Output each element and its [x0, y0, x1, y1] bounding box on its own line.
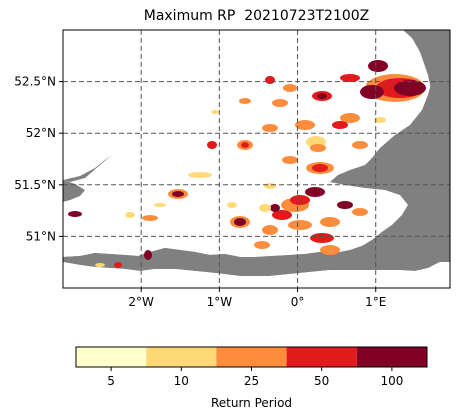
precipitation-cells	[68, 60, 426, 268]
rp-cell	[310, 233, 334, 243]
colorbar-tick-label: 50	[314, 374, 329, 388]
rp-cell	[265, 76, 275, 84]
rp-cell	[352, 141, 368, 149]
rp-cell	[272, 99, 288, 107]
rp-cell	[290, 195, 310, 205]
rp-cell	[254, 241, 270, 249]
rp-cell	[239, 98, 251, 104]
colorbar: 5 10 25 50 100 Return Period	[75, 346, 428, 410]
lat-tick-label: 51.5°N	[14, 178, 56, 192]
rp-cell	[288, 220, 312, 230]
map-title: Maximum RP 20210723T2100Z	[143, 8, 370, 24]
sea-west-estuary	[63, 180, 85, 202]
rp-cell	[340, 113, 360, 123]
lon-tick-label: 1°E	[365, 295, 386, 309]
rp-cell	[241, 142, 249, 148]
colorbar-tick-label: 5	[107, 374, 115, 388]
rp-cell	[340, 74, 360, 82]
colorbar-frame	[75, 346, 428, 368]
rp-cell	[188, 172, 212, 178]
gridlines	[63, 30, 450, 288]
rp-cell	[154, 203, 166, 207]
rp-cell	[374, 117, 386, 123]
rp-cell	[207, 141, 217, 149]
colorbar-swatch	[286, 347, 357, 367]
sea-far-east	[405, 195, 450, 240]
rp-cell	[295, 120, 315, 130]
rp-cell	[283, 84, 297, 92]
rp-cell	[352, 208, 368, 216]
rp-cell	[144, 250, 152, 260]
lat-tick-label: 52.5°N	[14, 75, 56, 89]
sea-east	[404, 30, 450, 112]
rp-cell	[305, 187, 325, 197]
map-frame	[62, 29, 451, 289]
rp-cell	[282, 156, 298, 164]
latitude-axis: 52.5°N 52°N 51.5°N 51°N	[14, 75, 63, 243]
rp-cell	[310, 144, 326, 152]
rp-cell	[394, 80, 426, 96]
lon-tick-label: 2°W	[128, 295, 154, 309]
rp-cell	[368, 60, 388, 72]
land-mass-south	[63, 205, 450, 276]
lon-tick-label: 1°W	[207, 295, 233, 309]
lat-tick-label: 52°N	[26, 126, 56, 140]
rp-cell	[172, 191, 184, 197]
rp-cell	[227, 202, 237, 208]
rp-cell	[142, 215, 158, 221]
colorbar-swatch	[76, 347, 147, 367]
rp-cell	[332, 121, 348, 129]
rp-cell	[312, 164, 328, 172]
rp-cell	[68, 211, 82, 217]
land-south-coast	[63, 262, 450, 288]
sea-northwest	[63, 155, 112, 182]
colorbar-tick-label: 25	[244, 374, 259, 388]
rp-cell	[337, 201, 353, 209]
rp-cell	[317, 93, 327, 99]
rp-cell	[211, 110, 219, 114]
rp-cell	[259, 204, 271, 212]
rp-cell	[360, 85, 384, 99]
land-mass	[63, 30, 450, 288]
rp-cell	[95, 263, 105, 267]
rp-cell	[114, 262, 122, 268]
rp-cell	[264, 183, 276, 189]
rp-cell	[262, 124, 278, 132]
colorbar-swatch	[216, 347, 287, 367]
colorbar-swatch	[146, 347, 217, 367]
rp-cell	[272, 210, 292, 220]
rp-cell	[270, 204, 280, 212]
colorbar-swatch	[356, 347, 427, 367]
rp-cell	[234, 218, 246, 226]
longitude-axis: 2°W 1°W 0° 1°E	[128, 288, 386, 309]
rp-cell	[262, 225, 278, 235]
rp-cell	[320, 217, 340, 227]
map-area	[63, 30, 450, 288]
rp-cell	[320, 245, 340, 255]
colorbar-tick-label: 100	[380, 374, 403, 388]
rp-cell	[125, 212, 135, 218]
lon-tick-label: 0°	[291, 295, 305, 309]
colorbar-label: Return Period	[211, 396, 292, 410]
colorbar-tick-label: 10	[174, 374, 189, 388]
lat-tick-label: 51°N	[26, 229, 56, 243]
